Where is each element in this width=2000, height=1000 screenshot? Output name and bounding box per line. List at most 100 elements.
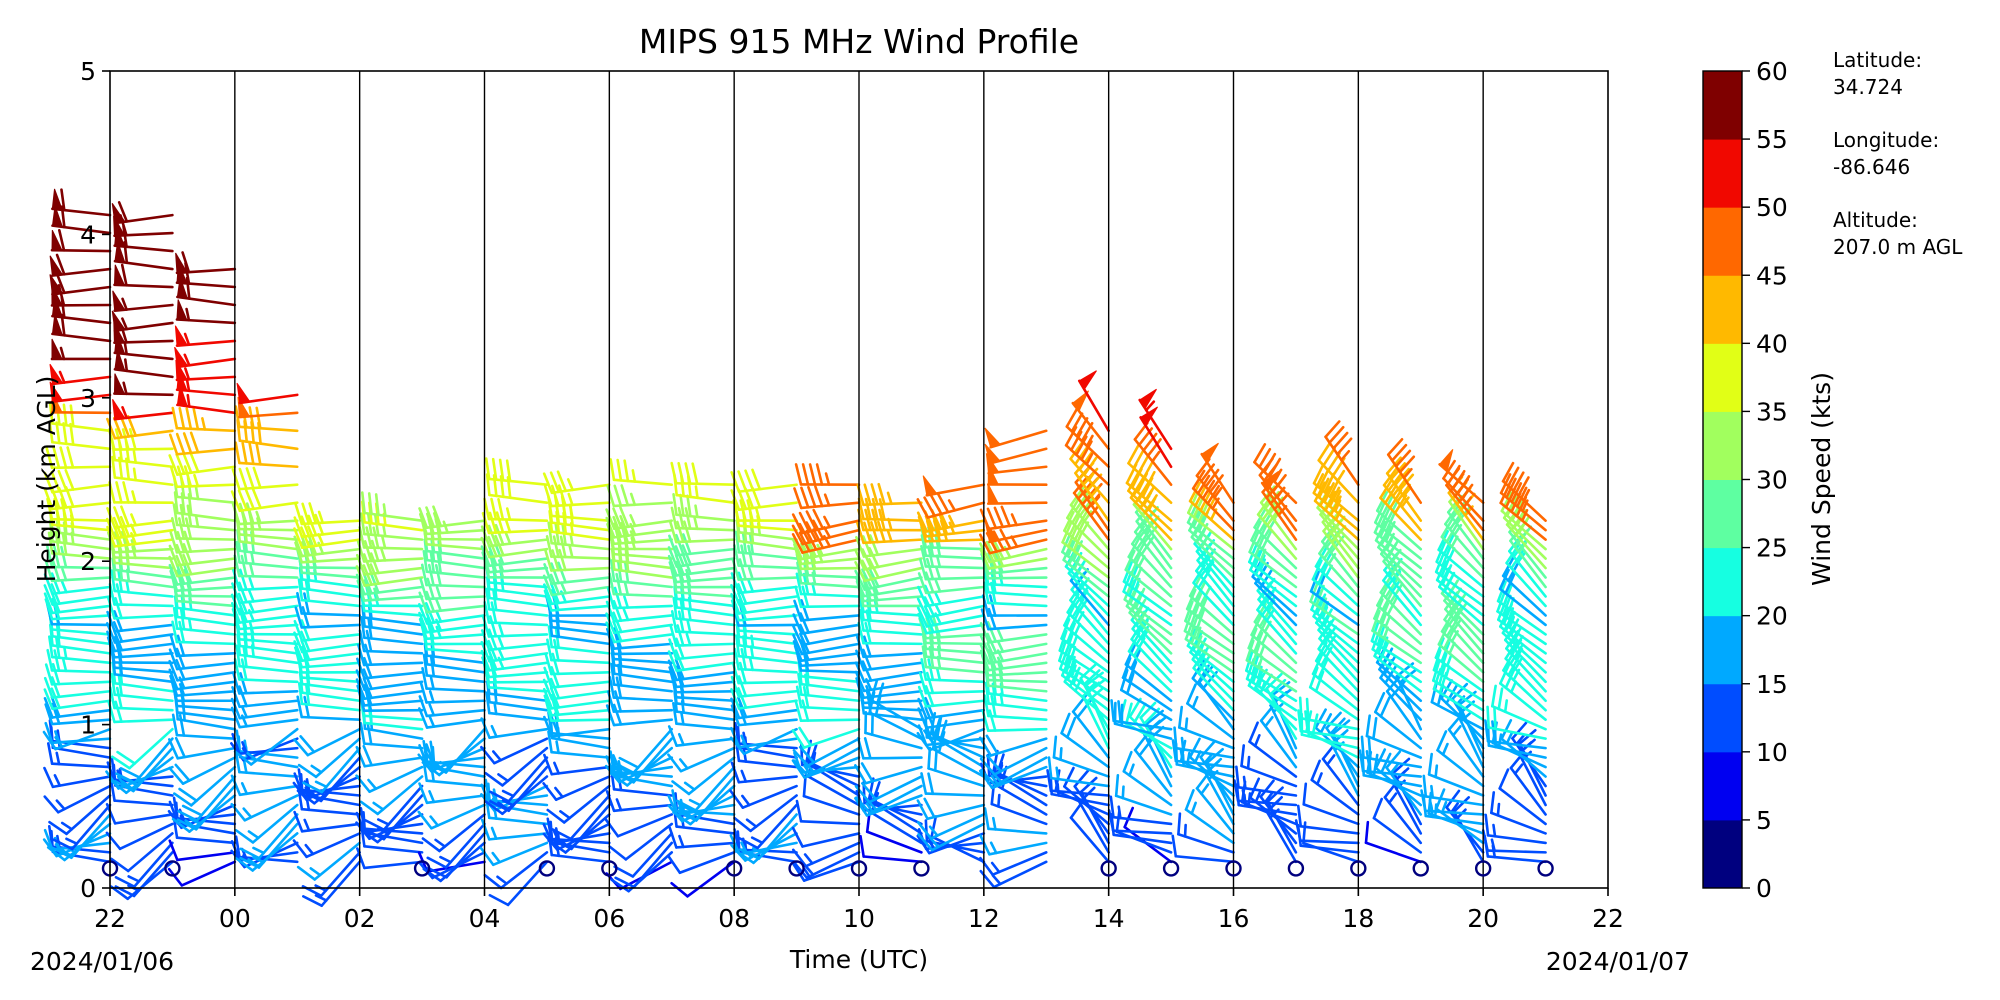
barb-flag: [168, 433, 179, 456]
barb-flag: [916, 498, 930, 519]
barb-staff: [1186, 521, 1235, 560]
barb-half-flag: [1522, 488, 1531, 502]
barb-flag: [921, 645, 928, 669]
barb-flag: [484, 771, 504, 787]
barb-flag: [42, 730, 57, 751]
wind-barb: [733, 544, 798, 570]
barb-flag: [230, 774, 242, 797]
barb-staff: [491, 841, 549, 867]
barb-staff: [113, 652, 174, 659]
barb-staff: [550, 708, 611, 717]
wind-barb: [979, 539, 1048, 564]
barb-flag: [1249, 549, 1261, 572]
wind-barb: [1250, 615, 1298, 674]
barb-staff: [864, 765, 923, 785]
barb-staff: [924, 678, 986, 684]
wind-barb: [479, 841, 549, 867]
barb-flag: [114, 875, 136, 888]
barb-flag: [791, 513, 804, 535]
barb-flag: [360, 491, 366, 515]
barb-staff: [632, 737, 674, 784]
barb-flag: [364, 643, 373, 667]
barb-flag: [231, 468, 241, 491]
barb-staff: [118, 822, 174, 851]
barb-flag: [681, 804, 703, 817]
barb-staff: [363, 566, 424, 576]
latitude-value: 34.724: [1833, 75, 1903, 99]
wind-barb: [864, 711, 923, 750]
wind-barb: [731, 558, 798, 581]
barb-staff: [800, 633, 861, 647]
barb-flag: [176, 530, 186, 554]
barb-staff: [238, 425, 299, 433]
barb-flag: [1373, 512, 1385, 534]
barb-flag: [181, 251, 191, 274]
wind-barb: [364, 784, 424, 832]
barb-staff: [363, 636, 424, 646]
barb-half-flag: [372, 801, 385, 811]
barb-flag: [1298, 696, 1303, 720]
barb-staff: [313, 841, 361, 881]
barb-half-flag: [553, 761, 561, 775]
barb-staff: [1060, 731, 1110, 769]
barb-flag: [545, 535, 553, 558]
wind-barb: [44, 663, 112, 686]
wind-barb: [1358, 749, 1423, 778]
barb-staff: [1130, 637, 1173, 684]
barb-staff: [488, 661, 549, 672]
barb-staff: [675, 652, 736, 661]
barb-flag: [119, 415, 131, 438]
wind-barb: [730, 687, 798, 710]
barb-flag: [1247, 627, 1258, 650]
barb-half-flag: [1010, 513, 1018, 527]
wind-barb: [604, 813, 674, 838]
barb-staff: [113, 538, 174, 548]
barb-half-flag: [303, 818, 311, 832]
barb-flag: [920, 534, 928, 557]
barb-staff: [674, 526, 736, 532]
wind-barb: [920, 772, 986, 797]
barb-flag: [293, 631, 304, 654]
barb-staff: [363, 625, 424, 636]
barb-flag: [993, 506, 1004, 529]
barb-flag: [1063, 605, 1075, 627]
barb-flag: [168, 659, 179, 682]
barb-staff: [550, 566, 611, 572]
barb-staff: [1122, 590, 1173, 627]
barb-flag: [1248, 721, 1259, 743]
barb-staff: [1437, 548, 1485, 589]
barb-flag: [241, 441, 248, 465]
barb-pennant: [1438, 449, 1454, 472]
barb-staff: [550, 736, 611, 750]
barb-flag: [1500, 719, 1513, 741]
barb-staff: [987, 582, 1048, 589]
wind-barb: [854, 546, 923, 571]
barb-half-flag: [991, 874, 1002, 886]
barb-half-flag: [247, 600, 255, 614]
barb-staff: [1508, 549, 1547, 598]
wind-barb: [296, 765, 361, 805]
barb-flag: [1000, 505, 1011, 528]
barb-flag: [192, 407, 200, 431]
barb-flag: [105, 517, 117, 540]
barb-staff: [1175, 763, 1235, 778]
barb-staff: [550, 645, 611, 655]
barb-staff: [195, 775, 237, 822]
barb-flag: [255, 406, 262, 430]
barb-half-flag: [504, 531, 512, 546]
barb-staff: [612, 663, 674, 674]
barb-staff: [675, 661, 736, 672]
barb-staff: [867, 797, 923, 826]
barb-staff: [613, 568, 674, 579]
barb-staff: [238, 461, 299, 469]
barb-staff: [1509, 539, 1547, 589]
barb-flag: [487, 628, 498, 651]
wind-barb: [232, 672, 299, 695]
barb-staff: [862, 618, 923, 627]
barb-flag: [985, 754, 1003, 773]
barb-staff: [987, 684, 1048, 693]
wind-barb: [739, 813, 798, 860]
barb-flag: [863, 521, 872, 544]
barb-flag: [1442, 459, 1456, 480]
barb-flag: [235, 729, 241, 753]
